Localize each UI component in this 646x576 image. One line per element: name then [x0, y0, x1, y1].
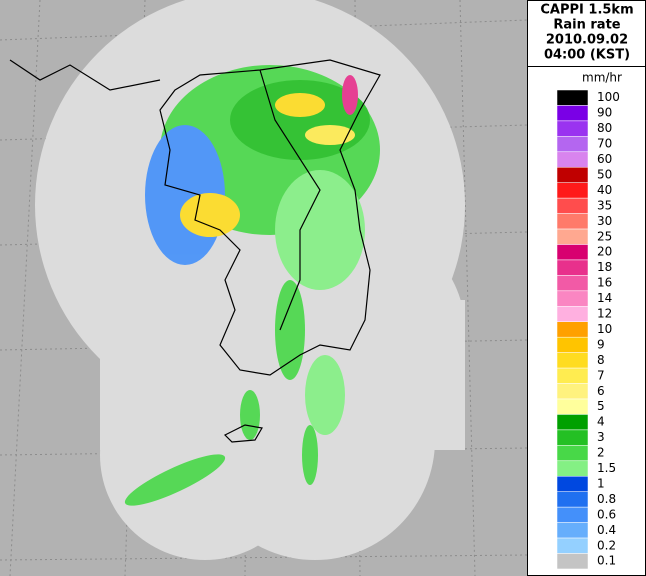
map — [0, 0, 528, 576]
legend-label: 4 — [597, 415, 605, 429]
legend-unit: mm/hr — [582, 71, 622, 85]
legend-label: 5 — [597, 399, 605, 413]
legend-scale: 1009080706050403530252018161412109876543… — [556, 89, 620, 570]
legend-swatch — [556, 367, 589, 384]
title-line: CAPPI 1.5km — [540, 3, 633, 18]
title-line: 04:00 (KST) — [544, 48, 630, 63]
legend-swatch — [556, 429, 589, 446]
legend-swatch — [556, 306, 589, 322]
legend-swatch — [556, 398, 589, 415]
legend-label: 16 — [597, 276, 612, 290]
legend-swatch — [556, 228, 589, 245]
legend-label: 100 — [597, 90, 620, 104]
legend-swatch — [556, 290, 589, 307]
legend-label: 10 — [597, 322, 612, 336]
legend-label: 25 — [597, 229, 612, 243]
legend-swatch — [556, 182, 589, 199]
legend-swatch — [556, 136, 589, 153]
legend-label: 1.5 — [597, 461, 616, 475]
coastlines — [9, 59, 381, 443]
legend-swatch — [556, 522, 589, 539]
legend-swatch — [556, 89, 589, 106]
legend-label: 14 — [597, 291, 612, 305]
legend-label: 90 — [597, 106, 612, 120]
rain-echoes — [124, 65, 380, 506]
legend-swatch — [556, 414, 589, 431]
title-line: Rain rate — [553, 18, 620, 33]
legend-label: 50 — [597, 167, 612, 181]
legend-swatch — [556, 213, 589, 230]
legend-swatch — [556, 321, 589, 338]
legend-swatch — [556, 383, 589, 400]
legend-swatch — [556, 197, 589, 214]
legend-label: 0.6 — [597, 507, 616, 521]
legend-label: 8 — [597, 353, 605, 367]
title-line: 2010.09.02 — [546, 33, 628, 48]
legend-swatch — [556, 259, 589, 276]
legend-label: 18 — [597, 260, 612, 274]
legend-label: 20 — [597, 245, 612, 259]
legend-swatch — [556, 460, 589, 477]
legend-swatch — [556, 151, 589, 168]
legend-swatch — [556, 491, 589, 508]
legend-label: 70 — [597, 137, 612, 151]
legend-label: 7 — [597, 368, 605, 382]
legend-swatch — [556, 553, 589, 570]
legend-label: 80 — [597, 121, 612, 135]
legend-swatch — [556, 167, 589, 183]
legend-label: 3 — [597, 430, 605, 444]
legend-label: 0.1 — [597, 554, 616, 568]
legend-swatch — [556, 537, 589, 554]
legend-label: 1 — [597, 476, 605, 490]
legend-swatch — [556, 275, 589, 292]
legend-swatch — [556, 352, 589, 369]
legend-label: 30 — [597, 214, 612, 228]
legend-label: 0.2 — [597, 538, 616, 552]
legend-label: 35 — [597, 198, 612, 212]
legend-swatch — [556, 120, 589, 137]
legend-swatch — [556, 445, 589, 462]
legend-label: 12 — [597, 307, 612, 321]
legend-label: 6 — [597, 384, 605, 398]
title-box — [527, 0, 646, 67]
legend-label: 40 — [597, 183, 612, 197]
legend-swatch — [556, 336, 589, 353]
legend-label: 9 — [597, 337, 605, 351]
legend-swatch — [556, 244, 589, 261]
legend-label: 60 — [597, 152, 612, 166]
legend-swatch — [556, 506, 589, 523]
legend-label: 0.8 — [597, 492, 616, 506]
legend-swatch — [556, 476, 589, 492]
legend-label: 2 — [597, 446, 605, 460]
legend-label: 0.4 — [597, 523, 616, 537]
legend-swatch — [556, 105, 589, 122]
